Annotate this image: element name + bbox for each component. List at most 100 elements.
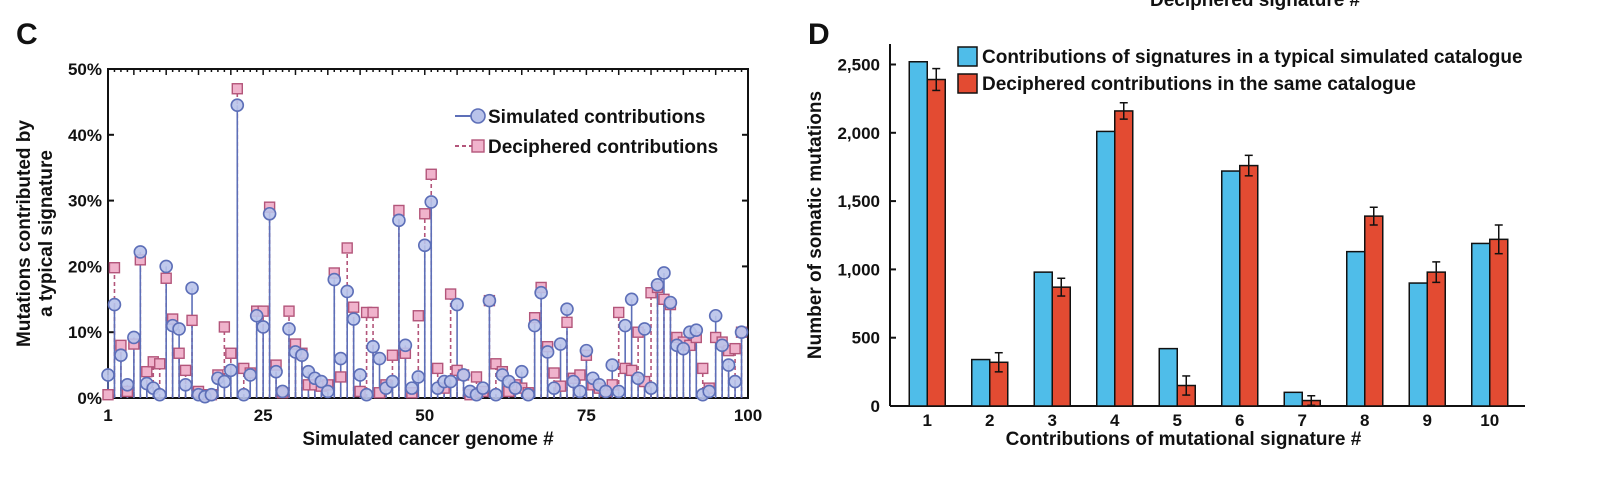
panel-d-y-tick-label: 2,000 [837, 124, 880, 143]
panel-d-bar-simulated [971, 358, 991, 407]
panel-c-legend-deciphered-marker [471, 139, 485, 153]
panel-c-simulated-point [159, 259, 173, 274]
panel-c-simulated-point [256, 320, 270, 334]
panel-c-simulated-point [114, 348, 128, 363]
panel-d-bar-deciphered [1426, 271, 1446, 407]
panel-d-legend-deciphered-label: Deciphered contributions in the same cat… [982, 74, 1416, 95]
panel-c-deciphered-point [431, 362, 444, 375]
panel-c-simulated-point [333, 351, 348, 366]
panel-c-simulated-point [353, 368, 367, 382]
panel-c-deciphered-point [108, 262, 121, 274]
panel-c-deciphered-point [160, 272, 172, 284]
panel-c-deciphered-point [186, 314, 198, 327]
panel-c-y-axis-label-line: a typical signature [36, 150, 57, 317]
panel-c-deciphered-point [470, 371, 483, 383]
panel-d: D Number of somatic mutations Contributi… [805, 18, 1525, 450]
panel-c-deciphered-point [335, 371, 347, 383]
panel-c-deciphered-point [697, 362, 709, 375]
panel-c-tick-labels: 0% 10% 20% 30% 40% 50% 1 25 50 75 100 [68, 60, 762, 425]
panel-c-simulated-point [489, 387, 503, 402]
panel-c-deciphered-point [141, 365, 153, 378]
panel-c-deciphered-point [173, 347, 185, 359]
panel-c-x-axis-label: Simulated cancer genome # [302, 429, 554, 450]
panel-c-simulated-point [573, 384, 587, 399]
panel-c-simulated-point [340, 284, 354, 299]
panel-c-deciphered-point [729, 342, 741, 355]
panel-d-x-tick-label: 4 [1110, 411, 1120, 430]
panel-c-y-axis-label-line: Mutations contributed by [14, 120, 35, 347]
panel-d-x-tick-label: 8 [1360, 411, 1369, 430]
panel-c-simulated-point [689, 323, 704, 338]
panel-d-bar-deciphered [1489, 238, 1509, 407]
panel-c-letter: C [16, 18, 38, 51]
panel-d-x-axis-label: Contributions of mutational signature # [1006, 429, 1362, 450]
panel-c-simulated-point [392, 213, 406, 228]
panel-c-deciphered-point [386, 349, 399, 361]
panel-c-simulated-point [605, 358, 620, 372]
panel-c-simulated-point [127, 330, 141, 345]
panel-d-x-tick-label: 9 [1423, 411, 1432, 430]
panel-d-x-tick-label: 2 [985, 411, 994, 430]
panel-c-simulated-point [320, 384, 335, 399]
panel-c-simulated-point [715, 338, 729, 353]
panel-d-bar-simulated [1283, 391, 1303, 407]
panel-c-deciphered-point [412, 310, 425, 322]
panel-d-y-tick-label: 0 [871, 397, 880, 416]
panel-c-simulated-point [637, 322, 652, 336]
panel-c-legend-deciphered-label: Deciphered contributions [488, 137, 718, 158]
panel-c-deciphered-point [347, 301, 360, 313]
panel-c-y-tick-label: 40% [68, 126, 102, 145]
panel-c-simulated-point [230, 98, 245, 112]
panel-d-x-tick-label: 6 [1235, 411, 1244, 430]
panel-d-legend-deciphered-swatch [957, 73, 978, 94]
panel-c-y-tick-label: 0% [77, 389, 102, 408]
panel-d-bar-simulated [1346, 250, 1366, 407]
panel-c-simulated-point [224, 363, 238, 378]
panel-c-simulated-point [185, 281, 199, 295]
panel-c-simulated-point [721, 358, 736, 372]
panel-c-x-tick-label: 1 [103, 406, 112, 425]
panel-c-simulated-point [417, 238, 432, 253]
panel-c-simulated-point [566, 374, 581, 389]
panel-c-simulated-point [663, 295, 678, 310]
panel-d-bar-simulated [1221, 170, 1241, 407]
panel-c-y-tick-label: 20% [68, 257, 102, 276]
panel-d-bar-simulated [1033, 271, 1053, 407]
panel-c-deciphered-point [179, 364, 192, 377]
panel-c-simulated-point [282, 322, 296, 336]
panel-c-simulated-point [657, 266, 671, 280]
panel-d-bar-deciphered [1051, 286, 1071, 407]
panel-c-simulated-point [120, 378, 135, 392]
panel-c-y-axis-label: Mutations contributed by a typical signat… [14, 120, 57, 347]
panel-c-simulated-point [560, 302, 574, 316]
panel-c-simulated-point [405, 381, 419, 395]
panel-c-simulated-point [314, 374, 329, 389]
panel-d-legend-simulated-swatch [957, 46, 978, 67]
panel-c-legend: Simulated contributions Deciphered contri… [455, 107, 718, 158]
panel-c-simulated-point [579, 343, 594, 358]
panel-d-bar-deciphered [1114, 110, 1134, 407]
panel-c-legend-simulated-marker [470, 108, 486, 124]
panel-c-simulated-point [178, 378, 193, 392]
panel-c-simulated-point [514, 364, 529, 379]
panel-d-x-tick-label: 1 [923, 411, 932, 430]
panel-c-deciphered-point [561, 316, 573, 329]
panel-c-simulated-point [708, 308, 723, 323]
panel-c-simulated-point [385, 374, 400, 389]
panel-c-simulated-point [553, 337, 568, 351]
panel-c-simulated-point [249, 308, 264, 323]
panel-c-simulated-point [676, 341, 691, 356]
panel-c-simulated-point [611, 384, 626, 399]
panel-c-simulated-point [650, 278, 665, 292]
panel-c-simulated-point [476, 381, 490, 395]
panel-c-deciphered-point [102, 389, 114, 401]
panel-d-legend-simulated-label: Contributions of signatures in a typical… [982, 47, 1523, 68]
panel-c-y-tick-label: 50% [68, 60, 102, 79]
panel-d-y-tick-label: 1,000 [837, 260, 880, 279]
panel-c-simulated-point [411, 370, 426, 384]
panel-d-bar-simulated [1096, 130, 1116, 407]
panel-c-deciphered-point [425, 168, 437, 180]
panel-c-deciphered-point [283, 305, 295, 317]
panel-c-simulated-point [456, 368, 471, 382]
